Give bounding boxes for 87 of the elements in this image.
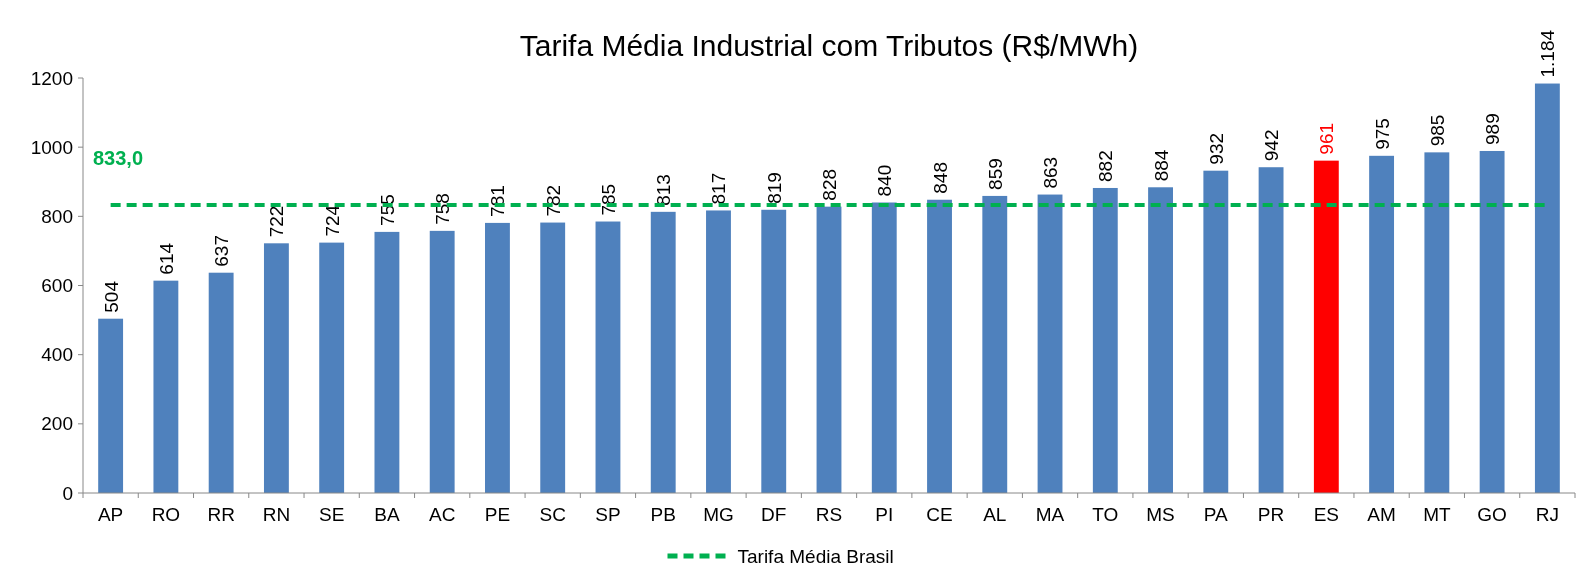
x-tick-label: PA bbox=[1203, 504, 1229, 525]
bar bbox=[650, 211, 676, 493]
bar bbox=[871, 202, 897, 493]
data-label: 884 bbox=[1150, 149, 1172, 182]
y-tick-label: 600 bbox=[41, 275, 73, 297]
y-tick-label: 1200 bbox=[30, 67, 73, 89]
bar bbox=[1148, 187, 1173, 493]
data-label: 828 bbox=[819, 168, 840, 201]
bar bbox=[1424, 152, 1450, 493]
x-tick-label: MT bbox=[1423, 504, 1451, 525]
x-tick-label: PR bbox=[1257, 504, 1285, 525]
data-label: 817 bbox=[708, 172, 730, 205]
x-tick-label: RS bbox=[815, 504, 843, 525]
bar bbox=[1092, 187, 1118, 493]
bar bbox=[1479, 150, 1505, 493]
data-label: 785 bbox=[597, 183, 619, 216]
x-tick-label: RN bbox=[262, 504, 291, 525]
bar bbox=[1369, 155, 1395, 493]
bar bbox=[816, 206, 842, 493]
x-tick-label: AM bbox=[1367, 504, 1396, 525]
x-tick-label: CE bbox=[926, 504, 953, 525]
x-tick-label: AL bbox=[983, 504, 1007, 525]
y-tick-label: 200 bbox=[41, 413, 73, 435]
data-label: 942 bbox=[1261, 129, 1283, 162]
x-tick-label: RO bbox=[151, 504, 181, 525]
x-tick-label: SP bbox=[595, 504, 621, 525]
x-tick-label: TO bbox=[1092, 504, 1119, 525]
bar bbox=[982, 195, 1008, 493]
data-label: 932 bbox=[1205, 132, 1227, 165]
x-tick-label: SE bbox=[318, 504, 345, 525]
bar bbox=[319, 242, 345, 493]
data-label: 848 bbox=[929, 162, 951, 194]
bar bbox=[153, 280, 179, 493]
data-label: 863 bbox=[1040, 156, 1062, 189]
x-tick-label: AC bbox=[428, 504, 456, 525]
x-tick-label: MS bbox=[1146, 504, 1175, 525]
bar bbox=[208, 272, 234, 493]
bar bbox=[1037, 194, 1063, 493]
x-tick-label: GO bbox=[1477, 504, 1507, 525]
bar bbox=[761, 209, 787, 493]
data-label: 961 bbox=[1316, 122, 1338, 155]
data-label: 989 bbox=[1482, 113, 1504, 145]
bar bbox=[1313, 160, 1339, 493]
y-tick-label: 800 bbox=[41, 205, 73, 227]
x-tick-label: MG bbox=[703, 504, 734, 525]
annotation: 833,0 bbox=[93, 146, 144, 169]
bar bbox=[595, 221, 621, 493]
data-label: 985 bbox=[1426, 114, 1448, 147]
x-tick-label: PI bbox=[875, 504, 894, 525]
data-label: 758 bbox=[432, 193, 454, 225]
x-tick-label: ES bbox=[1313, 504, 1340, 525]
bar bbox=[1258, 167, 1284, 493]
x-tick-label: BA bbox=[374, 504, 400, 525]
data-label: 504 bbox=[100, 280, 122, 313]
data-label: 722 bbox=[266, 205, 288, 238]
x-tick-label: PB bbox=[650, 504, 676, 525]
bar bbox=[485, 222, 510, 493]
bar bbox=[98, 318, 124, 493]
y-tick-label: 0 bbox=[62, 482, 73, 504]
y-tick-label: 400 bbox=[41, 344, 73, 366]
x-tick-label: PE bbox=[484, 504, 511, 525]
data-label: 1.184 bbox=[1537, 29, 1559, 78]
bar bbox=[429, 230, 455, 493]
x-tick-label: AP bbox=[97, 504, 124, 525]
data-label: 859 bbox=[984, 158, 1006, 190]
bar bbox=[374, 231, 400, 493]
bar bbox=[706, 210, 731, 493]
x-tick-label: DF bbox=[761, 504, 787, 525]
x-tick-label: RR bbox=[207, 504, 235, 525]
data-label: 882 bbox=[1095, 150, 1117, 182]
y-tick-label: 1000 bbox=[30, 136, 73, 158]
data-label: 819 bbox=[763, 172, 785, 204]
x-tick-label: RJ bbox=[1535, 504, 1559, 525]
data-label: 724 bbox=[321, 204, 343, 237]
chart-title: Tarifa Média Industrial com Tributos (R$/MWh) bbox=[519, 29, 1139, 62]
legend-label: Tarifa Média Brasil bbox=[737, 545, 894, 567]
data-label: 637 bbox=[211, 235, 233, 267]
data-label: 840 bbox=[874, 164, 896, 197]
x-tick-label: MA bbox=[1035, 504, 1065, 525]
data-label: 975 bbox=[1371, 118, 1393, 150]
data-label: 614 bbox=[155, 242, 177, 275]
bar bbox=[1534, 83, 1560, 493]
bar bbox=[1203, 170, 1229, 493]
bar bbox=[263, 243, 289, 493]
bar bbox=[927, 199, 952, 493]
x-tick-label: SC bbox=[539, 504, 566, 525]
bar bbox=[540, 222, 566, 493]
